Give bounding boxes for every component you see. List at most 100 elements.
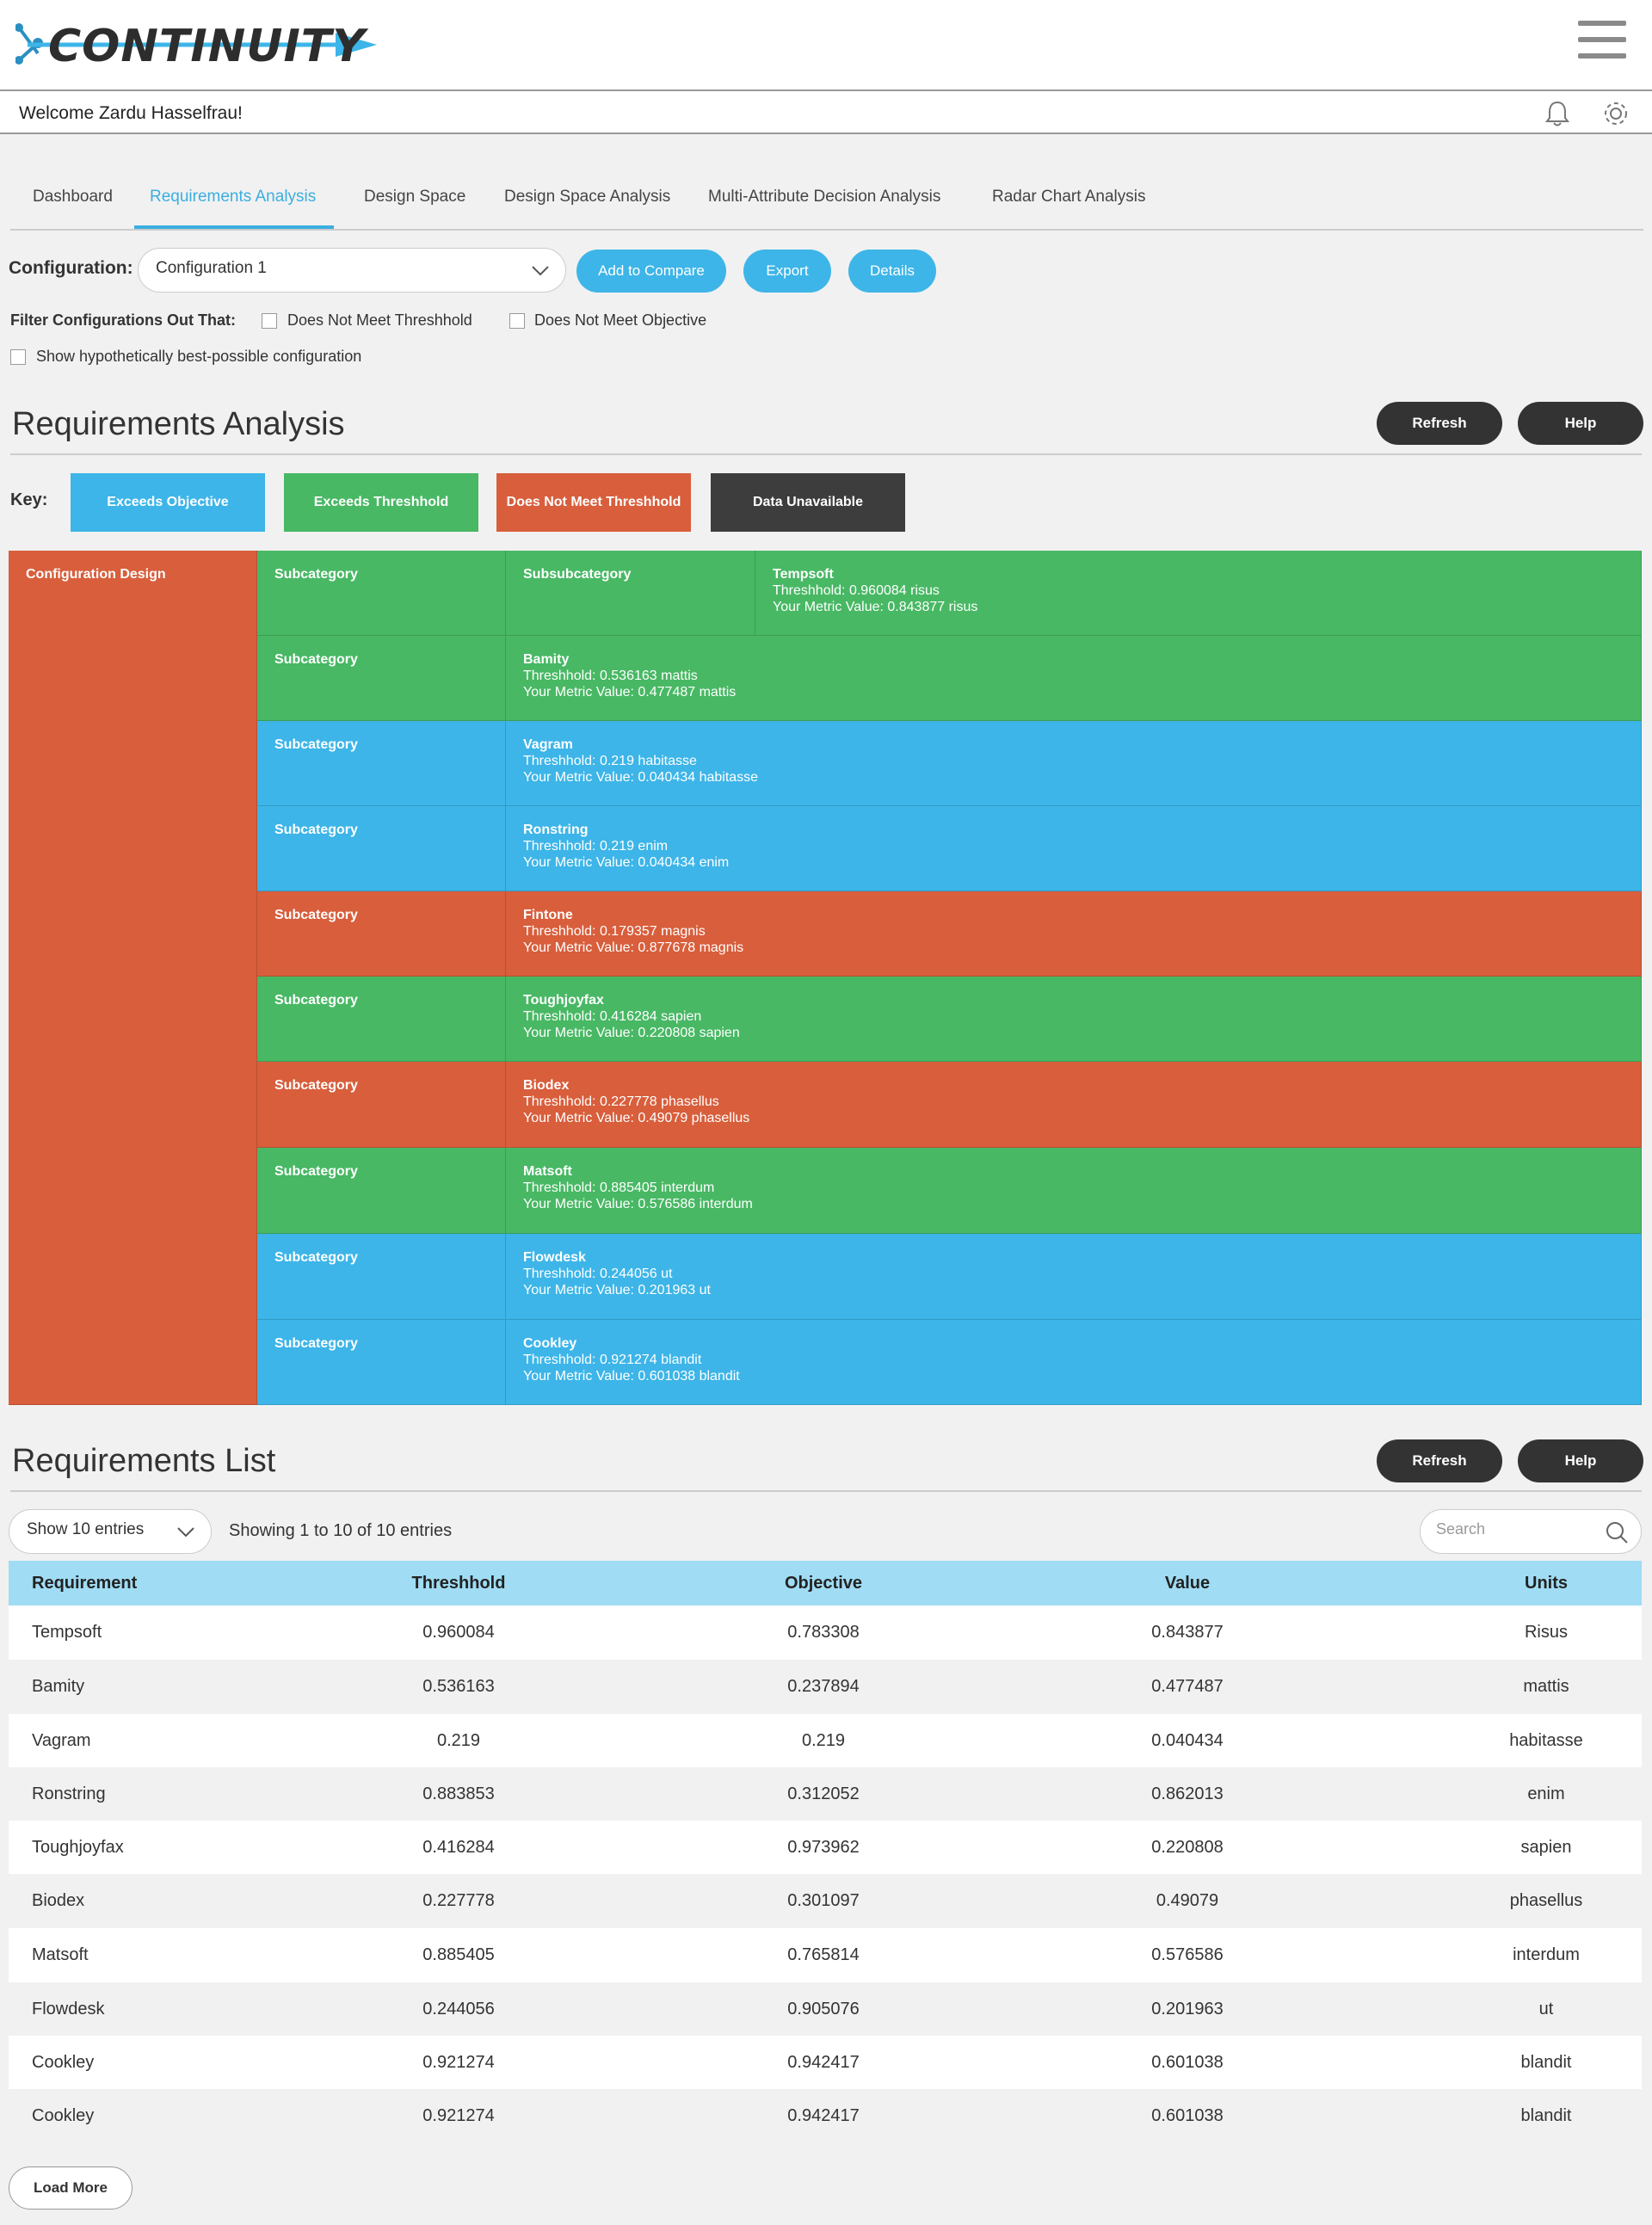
subcategory-cell[interactable]: Subcategory bbox=[257, 806, 506, 891]
tab-dashboard[interactable]: Dashboard bbox=[33, 188, 113, 206]
cell-value: 0.843877 bbox=[1151, 1623, 1224, 1642]
cell-objective: 0.942417 bbox=[787, 2053, 860, 2072]
subcategory-cell[interactable]: Subcategory bbox=[257, 1320, 506, 1405]
requirement-name: Cookley bbox=[523, 1336, 577, 1351]
column-header-threshold[interactable]: Threshhold bbox=[411, 1574, 506, 1593]
table-row[interactable]: Biodex 0.227778 0.301097 0.49079 phasellus bbox=[9, 1874, 1642, 1928]
cell-threshold: 0.921274 bbox=[422, 2106, 495, 2125]
column-header-units[interactable]: Units bbox=[1525, 1574, 1568, 1593]
requirement-metric-value: Your Metric Value: 0.201963 ut bbox=[523, 1283, 711, 1297]
table-row[interactable]: Vagram 0.219 0.219 0.040434 habitasse bbox=[9, 1714, 1642, 1768]
requirement-metric-value: Your Metric Value: 0.220808 sapien bbox=[523, 1026, 740, 1040]
subcategory-cell[interactable]: Subcategory bbox=[257, 1234, 506, 1320]
table-row[interactable]: Flowdesk 0.244056 0.905076 0.201963 ut bbox=[9, 1982, 1642, 2037]
analysis-refresh-button[interactable]: Refresh bbox=[1377, 402, 1502, 445]
configuration-selected-value: Configuration 1 bbox=[156, 259, 267, 277]
subcategory-cell[interactable]: Subcategory bbox=[257, 1062, 506, 1148]
search-icon[interactable] bbox=[1605, 1520, 1629, 1544]
gear-icon[interactable] bbox=[1600, 98, 1631, 129]
table-header: Requirement Threshhold Objective Value U… bbox=[9, 1561, 1642, 1606]
table-row[interactable]: Tempsoft 0.960084 0.783308 0.843877 Risus bbox=[9, 1606, 1642, 1660]
list-help-button[interactable]: Help bbox=[1518, 1439, 1643, 1482]
column-header-objective[interactable]: Objective bbox=[784, 1574, 863, 1593]
objective-filter-label: Does Not Meet Objective bbox=[534, 311, 707, 329]
continuity-logo[interactable]: CONTINUITY bbox=[15, 19, 385, 72]
cell-requirement: Toughjoyfax bbox=[32, 1838, 124, 1857]
cell-threshold: 0.416284 bbox=[422, 1838, 495, 1857]
requirement-cell-ronstring[interactable]: Ronstring Threshhold: 0.219 enim Your Me… bbox=[506, 806, 1642, 891]
table-row[interactable]: Cookley 0.921274 0.942417 0.601038 blandit bbox=[9, 2036, 1642, 2090]
requirement-threshold: Threshhold: 0.885405 interdum bbox=[523, 1180, 715, 1195]
tab-design-space[interactable]: Design Space bbox=[364, 188, 466, 206]
objective-filter-checkbox[interactable] bbox=[509, 313, 525, 329]
table-row[interactable]: Toughjoyfax 0.416284 0.973962 0.220808 sapie… bbox=[9, 1821, 1642, 1875]
subcategory-cell[interactable]: Subcategory bbox=[257, 721, 506, 806]
hypothetical-config-checkbox[interactable] bbox=[10, 349, 26, 365]
tab-multi-attribute-decision-analysis[interactable]: Multi-Attribute Decision Analysis bbox=[708, 188, 941, 206]
load-more-button[interactable]: Load More bbox=[9, 2166, 133, 2210]
cell-value: 0.201963 bbox=[1151, 2000, 1224, 2019]
show-entries-select[interactable]: Show 10 entries bbox=[9, 1509, 212, 1554]
menu-icon[interactable] bbox=[1578, 21, 1626, 59]
cell-threshold: 0.960084 bbox=[422, 1623, 495, 1642]
export-button[interactable]: Export bbox=[743, 250, 831, 293]
logo-text: CONTINUITY bbox=[48, 21, 366, 72]
requirement-name: Fintone bbox=[523, 908, 573, 922]
tab-design-space-analysis[interactable]: Design Space Analysis bbox=[504, 188, 671, 206]
configuration-select[interactable]: Configuration 1 bbox=[138, 248, 566, 293]
requirement-metric-value: Your Metric Value: 0.843877 risus bbox=[773, 600, 978, 614]
add-to-compare-button[interactable]: Add to Compare bbox=[576, 250, 726, 293]
requirement-cell-toughjoyfax[interactable]: Toughjoyfax Threshhold: 0.416284 sapien … bbox=[506, 977, 1642, 1062]
subcategory-cell[interactable]: Subcategory bbox=[257, 977, 506, 1062]
cell-value: 0.040434 bbox=[1151, 1731, 1224, 1750]
requirement-cell-matsoft[interactable]: Matsoft Threshhold: 0.885405 interdum Yo… bbox=[506, 1148, 1642, 1234]
cell-requirement: Bamity bbox=[32, 1677, 85, 1696]
requirement-cell-cookley[interactable]: Cookley Threshhold: 0.921274 blandit You… bbox=[506, 1320, 1642, 1405]
column-header-value[interactable]: Value bbox=[1164, 1574, 1211, 1593]
column-header-requirement[interactable]: Requirement bbox=[32, 1574, 138, 1593]
requirement-cell-bamity[interactable]: Bamity Threshhold: 0.536163 mattis Your … bbox=[506, 636, 1642, 721]
requirement-cell-tempsoft[interactable]: Tempsoft Threshhold: 0.960084 risus Your… bbox=[755, 551, 1642, 636]
hypothetical-config-label: Show hypothetically best-possible config… bbox=[36, 348, 362, 365]
configuration-design-cell[interactable]: Configuration Design bbox=[9, 551, 257, 1405]
subcategory-cell[interactable]: Subcategory bbox=[257, 1148, 506, 1234]
subcategory-cell[interactable]: Subcategory bbox=[257, 551, 506, 636]
cell-units: phasellus bbox=[1509, 1891, 1583, 1910]
details-button[interactable]: Details bbox=[848, 250, 936, 293]
table-row[interactable]: Ronstring 0.883853 0.312052 0.862013 enim bbox=[9, 1767, 1642, 1821]
cell-requirement: Cookley bbox=[32, 2106, 95, 2125]
tab-requirements-analysis[interactable]: Requirements Analysis bbox=[150, 188, 317, 206]
subcategory-cell[interactable]: Subcategory bbox=[257, 636, 506, 721]
requirement-cell-biodex[interactable]: Biodex Threshhold: 0.227778 phasellus Yo… bbox=[506, 1062, 1642, 1148]
requirement-name: Flowdesk bbox=[523, 1250, 586, 1265]
tab-radar-chart-analysis[interactable]: Radar Chart Analysis bbox=[992, 188, 1146, 206]
analysis-help-button[interactable]: Help bbox=[1518, 402, 1643, 445]
requirement-metric-value: Your Metric Value: 0.477487 mattis bbox=[523, 685, 737, 700]
bell-icon[interactable] bbox=[1542, 98, 1573, 129]
chevron-down-icon bbox=[177, 1527, 194, 1538]
cell-threshold: 0.536163 bbox=[422, 1677, 495, 1696]
requirement-metric-value: Your Metric Value: 0.601038 blandit bbox=[523, 1369, 740, 1384]
cell-objective: 0.301097 bbox=[787, 1891, 860, 1910]
table-row[interactable]: Bamity 0.536163 0.237894 0.477487 mattis bbox=[9, 1660, 1642, 1714]
requirement-cell-fintone[interactable]: Fintone Threshhold: 0.179357 magnis Your… bbox=[506, 891, 1642, 977]
search-input[interactable] bbox=[1436, 1520, 1591, 1538]
list-title: Requirements List bbox=[12, 1443, 276, 1479]
cell-units: interdum bbox=[1513, 1945, 1580, 1964]
requirement-metric-value: Your Metric Value: 0.040434 habitasse bbox=[523, 770, 759, 785]
table-row[interactable]: Cookley 0.921274 0.942417 0.601038 blandit bbox=[9, 2089, 1642, 2143]
cell-objective: 0.942417 bbox=[787, 2106, 860, 2125]
cell-threshold: 0.244056 bbox=[422, 2000, 495, 2019]
threshold-filter-checkbox[interactable] bbox=[262, 313, 277, 329]
cell-value: 0.601038 bbox=[1151, 2053, 1224, 2072]
requirement-threshold: Threshhold: 0.227778 phasellus bbox=[523, 1094, 719, 1109]
subsubcategory-cell[interactable]: Subsubcategory bbox=[506, 551, 755, 636]
subcategory-cell[interactable]: Subcategory bbox=[257, 891, 506, 977]
requirement-cell-flowdesk[interactable]: Flowdesk Threshhold: 0.244056 ut Your Me… bbox=[506, 1234, 1642, 1320]
subcategory-label: Subcategory bbox=[274, 737, 358, 752]
list-refresh-button[interactable]: Refresh bbox=[1377, 1439, 1502, 1482]
subsubcategory-label: Subsubcategory bbox=[523, 567, 632, 582]
requirement-cell-vagram[interactable]: Vagram Threshhold: 0.219 habitasse Your … bbox=[506, 721, 1642, 806]
subcategory-label: Subcategory bbox=[274, 823, 358, 837]
table-row[interactable]: Matsoft 0.885405 0.765814 0.576586 interdum bbox=[9, 1928, 1642, 1982]
